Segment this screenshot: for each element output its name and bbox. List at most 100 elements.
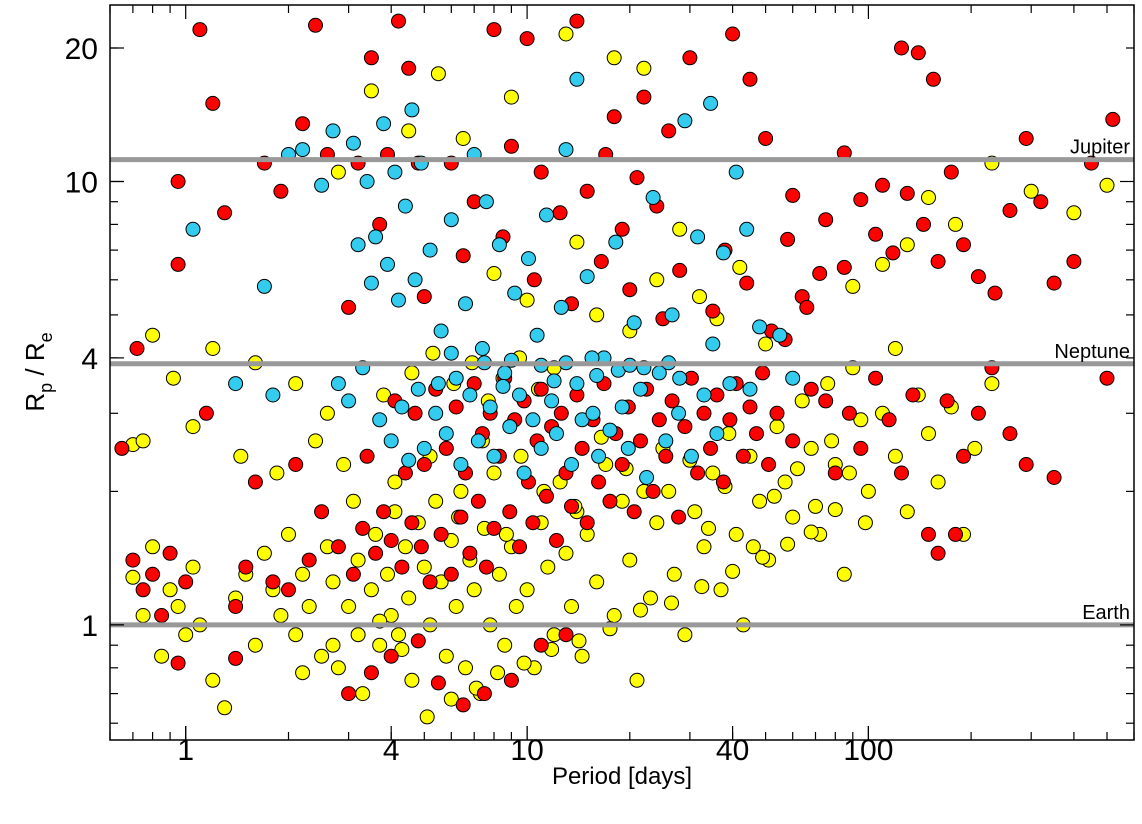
yellow-data-point <box>269 465 285 481</box>
blue-data-point <box>486 448 502 464</box>
yellow-data-point <box>325 637 341 653</box>
blue-data-point <box>602 422 618 438</box>
red-data-point <box>125 552 141 568</box>
yellow-data-point <box>404 365 420 381</box>
blue-data-point <box>772 327 788 343</box>
red-data-point <box>626 504 642 520</box>
blue-data-point <box>608 234 624 250</box>
yellow-data-point <box>921 190 936 205</box>
blue-data-point <box>458 296 473 312</box>
red-data-point <box>875 177 890 193</box>
red-data-point <box>368 545 384 561</box>
red-data-point <box>448 399 464 415</box>
yellow-data-point <box>574 648 590 664</box>
blue-data-point <box>502 419 518 435</box>
blue-data-point <box>626 315 642 331</box>
red-data-point <box>295 116 311 132</box>
blue-data-point <box>742 381 758 397</box>
red-data-point <box>178 574 194 590</box>
blue-data-point <box>394 399 410 415</box>
yellow-data-point <box>516 655 532 671</box>
yellow-data-point <box>827 502 843 518</box>
red-data-point <box>539 488 554 504</box>
red-data-point <box>827 465 843 481</box>
x-axis-title: Period [days] <box>552 763 692 790</box>
red-data-point <box>956 448 971 464</box>
x-tick-label: 40 <box>716 734 749 767</box>
blue-data-point <box>620 440 636 456</box>
red-data-point <box>114 440 130 456</box>
jupiter-reference-label: Jupiter <box>1070 137 1130 159</box>
red-data-point <box>383 533 399 548</box>
yellow-data-point <box>330 164 346 180</box>
yellow-data-point <box>458 660 473 676</box>
y-tick-label: 10 <box>65 167 98 200</box>
red-data-point <box>1066 254 1082 269</box>
blue-data-point <box>709 426 725 442</box>
red-data-point <box>836 259 852 275</box>
x-tick-label: 100 <box>843 734 893 767</box>
yellow-data-point <box>967 440 983 456</box>
yellow-data-point <box>899 504 915 520</box>
red-data-point <box>785 187 801 203</box>
blue-data-point <box>564 457 579 472</box>
blue-data-point <box>739 221 755 237</box>
red-data-point <box>383 648 399 664</box>
yellow-data-point <box>571 633 587 649</box>
yellow-data-point <box>453 483 469 499</box>
red-data-point <box>579 183 595 199</box>
yellow-data-point <box>503 89 519 105</box>
yellow-data-point <box>930 474 946 490</box>
yellow-data-point <box>466 582 482 598</box>
red-data-point <box>564 498 579 514</box>
yellow-data-point <box>368 526 384 542</box>
red-data-point <box>925 71 941 87</box>
blue-data-point <box>404 102 420 118</box>
yellow-data-point <box>380 566 395 582</box>
blue-data-point <box>589 368 605 383</box>
yellow-data-point <box>636 60 652 76</box>
red-data-point <box>1033 194 1049 210</box>
red-data-point <box>416 289 432 305</box>
yellow-data-point <box>355 686 371 702</box>
red-data-point <box>658 448 674 464</box>
blue-data-point <box>525 412 541 428</box>
red-data-point <box>1105 111 1121 127</box>
axis-ticks <box>109 5 1135 740</box>
red-data-point <box>894 465 909 481</box>
blue-data-point <box>438 426 454 442</box>
red-data-point <box>894 40 909 56</box>
yellow-data-point <box>288 376 304 392</box>
red-data-point <box>921 526 936 542</box>
x-tick-label: 10 <box>510 734 543 767</box>
red-data-point <box>533 164 549 180</box>
red-data-point <box>664 393 680 409</box>
red-data-point <box>553 405 569 421</box>
red-data-point <box>690 465 706 481</box>
y-axis-title-sub-e: e <box>36 332 56 342</box>
blue-data-point <box>443 212 459 228</box>
yellow-data-point <box>397 539 413 555</box>
y-axis-title-main: R <box>20 393 50 412</box>
yellow-data-point <box>162 582 178 598</box>
red-data-point <box>198 405 214 421</box>
red-data-point <box>129 341 145 356</box>
red-data-point <box>1002 203 1018 218</box>
red-data-point <box>470 493 486 509</box>
yellow-data-point <box>845 278 861 294</box>
yellow-data-point <box>416 559 432 575</box>
blue-data-point <box>664 307 680 323</box>
red-data-point <box>943 164 959 180</box>
red-data-point <box>355 520 371 536</box>
red-data-point <box>443 566 459 582</box>
yellow-data-point <box>391 627 406 643</box>
yellow-data-point <box>325 574 341 590</box>
red-data-point <box>930 254 946 269</box>
red-data-point <box>363 50 379 66</box>
yellow-data-point <box>569 234 585 250</box>
yellow-data-point <box>404 672 420 688</box>
yellow-data-point <box>443 691 459 707</box>
blue-data-point <box>671 405 687 421</box>
yellow-data-point <box>217 700 233 716</box>
